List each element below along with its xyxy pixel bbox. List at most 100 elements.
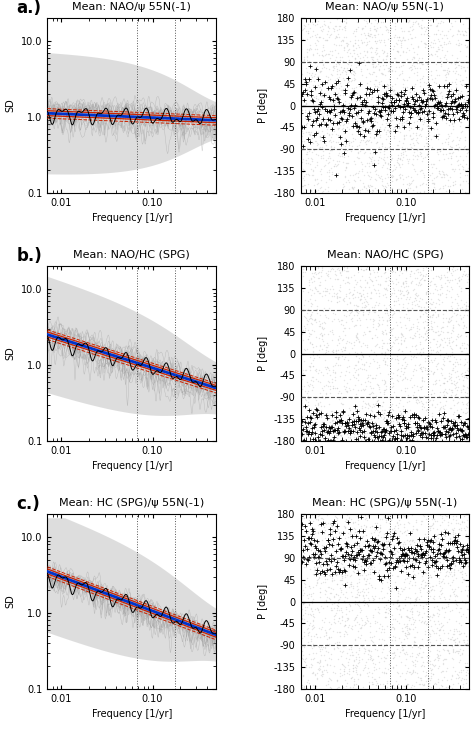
Point (372, 539, 379, 550)
Point (378, 374, 385, 386)
Point (337, 314, 345, 326)
Point (377, 75, 385, 87)
Point (442, 82, 449, 94)
Y-axis label: P [deg]: P [deg] (258, 584, 268, 619)
Point (361, 401, 369, 413)
Point (452, 333, 460, 345)
Point (360, 519, 368, 531)
Point (441, 373, 449, 384)
Point (391, 647, 398, 659)
Point (300, 561, 308, 572)
Point (308, 305, 315, 317)
Point (366, 116, 374, 128)
Point (422, 332, 430, 344)
Point (402, 115, 410, 127)
Point (351, 516, 358, 528)
Point (327, 523, 334, 535)
Point (427, 543, 434, 555)
Point (355, 618, 363, 630)
Point (429, 417, 437, 429)
Point (369, 318, 377, 330)
Point (418, 115, 426, 127)
Point (429, 592, 437, 604)
Point (463, 95, 471, 106)
Point (381, 623, 388, 635)
Point (413, 290, 420, 302)
Point (366, 376, 374, 388)
Point (442, 383, 449, 395)
Point (402, 322, 410, 334)
Point (328, 421, 336, 432)
Point (310, 271, 317, 283)
Point (328, 415, 336, 426)
Point (388, 309, 396, 321)
Point (315, 321, 322, 332)
Point (349, 666, 357, 677)
Point (336, 332, 344, 343)
Point (390, 295, 397, 307)
Point (356, 174, 364, 186)
Point (403, 666, 410, 677)
Point (438, 325, 445, 337)
Point (397, 611, 405, 623)
Point (304, 554, 311, 566)
Point (456, 341, 464, 353)
Point (438, 512, 446, 524)
Point (368, 42, 375, 54)
Point (403, 144, 410, 155)
Point (388, 523, 396, 535)
Point (311, 95, 319, 106)
Point (351, 421, 359, 433)
Point (299, 180, 307, 192)
Point (299, 599, 307, 610)
Point (403, 373, 410, 385)
Point (367, 634, 375, 645)
Point (303, 377, 311, 389)
Point (364, 104, 372, 115)
Point (443, 616, 450, 628)
Point (347, 542, 355, 553)
Point (446, 533, 454, 545)
Point (393, 432, 401, 444)
Point (309, 525, 317, 537)
Point (446, 180, 454, 192)
Point (395, 363, 402, 375)
Point (330, 96, 338, 108)
Point (350, 654, 358, 666)
Point (373, 136, 381, 148)
Point (438, 574, 446, 586)
Point (301, 364, 309, 375)
Point (452, 431, 460, 443)
Point (410, 411, 418, 423)
Point (342, 435, 350, 447)
Point (395, 135, 403, 147)
Point (363, 278, 370, 289)
Point (333, 424, 341, 436)
Point (438, 622, 445, 634)
Point (454, 318, 462, 330)
Point (350, 310, 357, 321)
Point (434, 429, 441, 441)
Point (357, 281, 365, 293)
Point (451, 557, 458, 569)
Point (380, 386, 388, 398)
Point (312, 114, 319, 126)
Point (445, 35, 452, 47)
Point (364, 93, 371, 104)
Point (385, 434, 392, 445)
Point (420, 76, 428, 87)
Point (431, 48, 438, 60)
Point (312, 514, 319, 526)
Point (325, 31, 333, 43)
Point (415, 110, 423, 122)
Point (338, 658, 346, 670)
Point (419, 656, 427, 668)
Point (318, 290, 326, 302)
Point (332, 348, 339, 359)
Point (328, 80, 336, 92)
Point (374, 566, 382, 578)
Point (315, 432, 322, 443)
Point (361, 660, 369, 671)
Point (356, 122, 364, 134)
Point (303, 387, 311, 399)
